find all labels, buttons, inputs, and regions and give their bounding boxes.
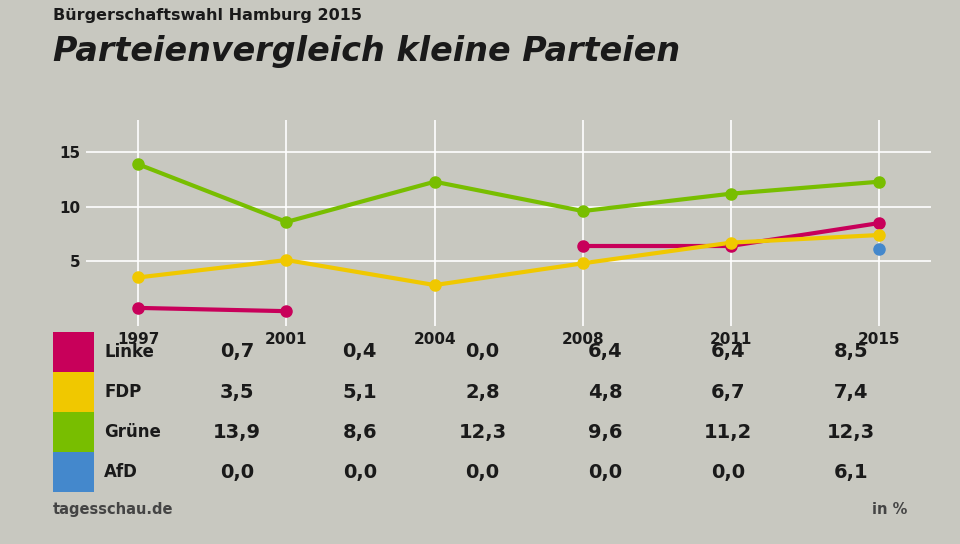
- Text: 2,8: 2,8: [466, 382, 500, 401]
- Bar: [53, 452, 94, 492]
- Text: 12,3: 12,3: [827, 423, 875, 442]
- Text: 7,4: 7,4: [833, 382, 868, 401]
- Text: AfD: AfD: [105, 463, 138, 481]
- Text: FDP: FDP: [105, 383, 142, 401]
- Text: 13,9: 13,9: [213, 423, 261, 442]
- Text: 3,5: 3,5: [220, 382, 254, 401]
- Text: tagesschau.de: tagesschau.de: [53, 502, 174, 517]
- Text: 0,0: 0,0: [343, 463, 377, 482]
- Bar: [53, 372, 94, 412]
- Text: 6,7: 6,7: [710, 382, 745, 401]
- Text: 0,0: 0,0: [588, 463, 622, 482]
- Text: 0,0: 0,0: [710, 463, 745, 482]
- Text: 0,0: 0,0: [466, 342, 499, 361]
- Text: 0,4: 0,4: [343, 342, 377, 361]
- Text: Parteienvergleich kleine Parteien: Parteienvergleich kleine Parteien: [53, 35, 680, 69]
- Text: Bürgerschaftswahl Hamburg 2015: Bürgerschaftswahl Hamburg 2015: [53, 8, 362, 23]
- Text: Linke: Linke: [105, 343, 155, 361]
- Text: 9,6: 9,6: [588, 423, 622, 442]
- Text: 4,8: 4,8: [588, 382, 622, 401]
- Text: 0,0: 0,0: [466, 463, 499, 482]
- Text: 11,2: 11,2: [704, 423, 752, 442]
- Bar: [53, 412, 94, 452]
- Text: 12,3: 12,3: [459, 423, 507, 442]
- Bar: [53, 332, 94, 372]
- Text: 0,7: 0,7: [220, 342, 254, 361]
- Text: 8,6: 8,6: [343, 423, 377, 442]
- Text: 8,5: 8,5: [833, 342, 868, 361]
- Text: 6,4: 6,4: [588, 342, 622, 361]
- Text: in %: in %: [872, 502, 907, 517]
- Text: 6,1: 6,1: [833, 463, 868, 482]
- Text: 6,4: 6,4: [710, 342, 745, 361]
- Text: 0,0: 0,0: [220, 463, 254, 482]
- Text: 5,1: 5,1: [343, 382, 377, 401]
- Text: Grüne: Grüne: [105, 423, 161, 441]
